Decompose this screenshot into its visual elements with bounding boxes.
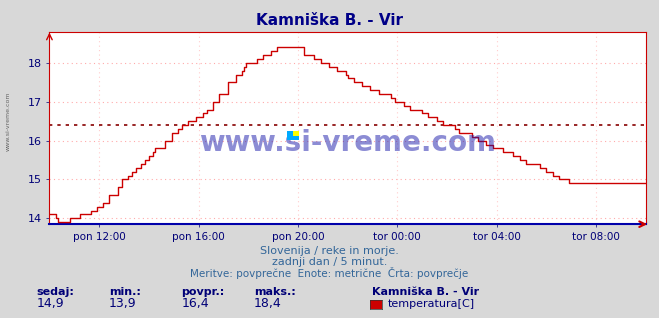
Text: www.si-vreme.com: www.si-vreme.com: [5, 91, 11, 151]
Text: Slovenija / reke in morje.: Slovenija / reke in morje.: [260, 246, 399, 256]
Text: povpr.:: povpr.:: [181, 287, 225, 297]
Text: 16,4: 16,4: [181, 297, 209, 310]
Text: Kamniška B. - Vir: Kamniška B. - Vir: [256, 13, 403, 28]
Text: 14,9: 14,9: [36, 297, 64, 310]
Text: 18,4: 18,4: [254, 297, 281, 310]
Text: sedaj:: sedaj:: [36, 287, 74, 297]
Text: Kamniška B. - Vir: Kamniška B. - Vir: [372, 287, 480, 297]
Text: maks.:: maks.:: [254, 287, 295, 297]
Text: 13,9: 13,9: [109, 297, 136, 310]
Text: min.:: min.:: [109, 287, 140, 297]
Text: Meritve: povprečne  Enote: metrične  Črta: povprečje: Meritve: povprečne Enote: metrične Črta:…: [190, 267, 469, 280]
Text: www.si-vreme.com: www.si-vreme.com: [199, 129, 496, 157]
Text: zadnji dan / 5 minut.: zadnji dan / 5 minut.: [272, 257, 387, 267]
Text: temperatura[C]: temperatura[C]: [387, 299, 474, 309]
